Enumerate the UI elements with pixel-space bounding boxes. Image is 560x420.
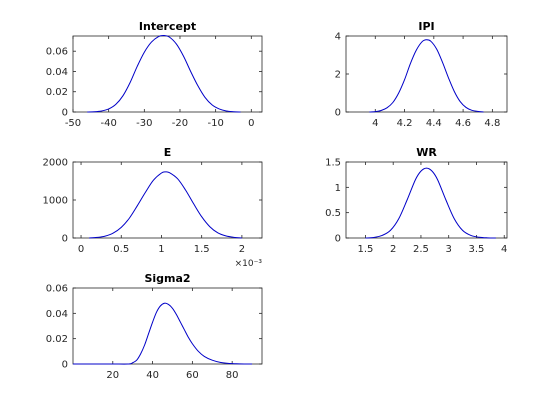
x-tick-label: -40 — [100, 118, 116, 129]
x-tick-label: -50 — [65, 118, 81, 129]
axes-box — [72, 287, 263, 365]
y-tick-label: 0.06 — [46, 47, 68, 58]
y-tick-label: 4 — [335, 32, 341, 43]
x-tick-label: 4.4 — [426, 118, 442, 129]
axes-title: Sigma2 — [144, 272, 190, 285]
y-tick-label: 1 — [335, 183, 341, 194]
y-tick-label: 0 — [62, 234, 68, 245]
y-tick-label: 0.06 — [46, 284, 68, 295]
axes-box — [72, 35, 263, 113]
x-tick-label: 60 — [186, 370, 199, 381]
y-tick-label: 0.04 — [46, 309, 68, 320]
y-tick-label: 2 — [335, 70, 341, 81]
axes-box — [345, 161, 508, 239]
x-tick-label: 20 — [106, 370, 119, 381]
axes-title: WR — [416, 146, 437, 159]
y-tick-label: 0 — [62, 360, 68, 371]
axes-wr: 1.5 2 2.5 3 3.5 4 0 0.5 1 1.5 WR — [325, 146, 507, 255]
x-tick-label: 4 — [372, 118, 378, 129]
x-tick-label: -30 — [136, 118, 152, 129]
x-tick-label: 1.5 — [194, 244, 210, 255]
x-tick-label: 0 — [248, 118, 254, 129]
x-tick-label: 4.2 — [397, 118, 413, 129]
x-tick-label: 2 — [239, 244, 245, 255]
y-tick-label: 1.5 — [325, 158, 341, 169]
y-tick-label: 1000 — [43, 196, 68, 207]
x-tick-label: 2.5 — [413, 244, 429, 255]
series-line-wr — [365, 167, 496, 239]
x-tick-label: 3 — [446, 244, 452, 255]
x-tick-label: 80 — [226, 370, 239, 381]
x-tick-label: 1.5 — [357, 244, 373, 255]
axes-e: 0 0.5 1 1.5 2 0 1000 2000 ×10⁻³ E — [43, 146, 263, 269]
x-tick-label: -10 — [207, 118, 223, 129]
x-tick-label: 4 — [501, 244, 507, 255]
x-tick-label: -20 — [172, 118, 188, 129]
y-tick-label: 0.5 — [325, 208, 341, 219]
x-tick-label: 0.5 — [113, 244, 129, 255]
x-tick-label: 1 — [158, 244, 164, 255]
axes-title: E — [164, 146, 172, 159]
axes-title: Intercept — [139, 20, 196, 33]
axes-box — [72, 161, 263, 239]
x-tick-label: 4.6 — [455, 118, 471, 129]
axes-box — [345, 35, 508, 113]
series-line-e — [89, 171, 242, 239]
y-tick-label: 0.02 — [46, 87, 68, 98]
axes-title: IPI — [418, 20, 434, 33]
y-tick-label: 0 — [62, 108, 68, 119]
axes-sigma2: 20 40 60 80 0 0.02 0.04 0.06 Sigma2 — [46, 272, 263, 381]
x-tick-label: 4.8 — [484, 118, 500, 129]
x-tick-label: 3.5 — [469, 244, 485, 255]
x-tick-label: 0 — [78, 244, 84, 255]
x-tick-label: 40 — [146, 370, 159, 381]
x-tick-label: 2 — [390, 244, 396, 255]
y-tick-label: 0 — [335, 108, 341, 119]
axes-intercept: -50 -40 -30 -20 -10 0 0 0.02 0.04 0.06 Intercept — [46, 20, 263, 129]
y-tick-label: 0.04 — [46, 67, 68, 78]
x-exponent-label: ×10⁻³ — [235, 259, 263, 269]
series-line-intercept — [87, 34, 241, 113]
y-tick-label: 2000 — [43, 158, 68, 169]
y-tick-label: 0 — [335, 234, 341, 245]
axes-ipi: 4 4.2 4.4 4.6 4.8 0 2 4 IPI — [335, 20, 508, 129]
series-line-ipi — [369, 39, 484, 113]
series-line-sigma2 — [73, 302, 253, 365]
y-tick-label: 0.02 — [46, 334, 68, 345]
